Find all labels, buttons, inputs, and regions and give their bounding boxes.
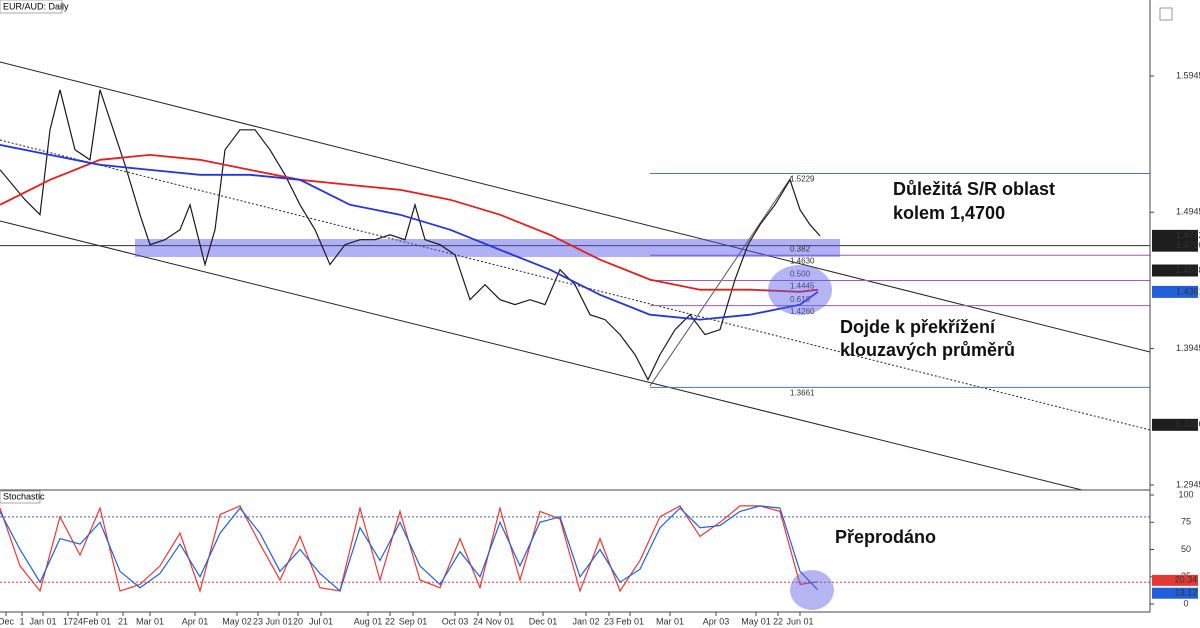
- x-tick-label: Jun 01: [786, 616, 813, 626]
- series-line: [0, 505, 818, 593]
- x-tick-label: 20: [293, 616, 303, 626]
- x-tick-label: 22: [385, 616, 395, 626]
- x-tick-label: Feb 01: [83, 616, 111, 626]
- stoch-tag: [1152, 574, 1198, 586]
- annotation: Přeprodáno: [835, 527, 936, 547]
- x-tick-label: Oct 03: [442, 616, 469, 626]
- y-tick-label: 1.5945: [1176, 70, 1200, 80]
- price-tag: [1152, 418, 1198, 431]
- fib-ratio: 0.618: [790, 295, 811, 304]
- x-tick-label: May 01: [741, 616, 771, 626]
- x-tick-label: Apr 01: [182, 616, 209, 626]
- stoch-tag: [1152, 587, 1198, 599]
- annotation: klouzavých průměrů: [840, 340, 1015, 360]
- stoch-tick-label: 0: [1183, 598, 1188, 608]
- annotation: kolem 1,4700: [893, 203, 1005, 223]
- x-tick-label: Aug 01: [354, 616, 383, 626]
- series-line: [0, 153, 819, 293]
- x-tick-label: 24: [73, 616, 83, 626]
- stoch-tag-label: 20.34: [1175, 575, 1198, 585]
- fib-trend-line: [649, 175, 793, 387]
- x-tick-label: 1: [19, 616, 24, 626]
- price-tag-label: 1.4700: [1176, 240, 1200, 250]
- oversold-highlight: [790, 570, 834, 610]
- x-tick-label: 21: [118, 616, 128, 626]
- x-tick-label: Sep 01: [399, 616, 428, 626]
- price-tag: [1152, 285, 1198, 298]
- x-tick-label: Jan 01: [29, 616, 56, 626]
- x-tick-label: May 02: [222, 616, 252, 626]
- price-tag-label: 1.4772: [1176, 230, 1200, 240]
- y-tick-label: 1.4945: [1176, 207, 1200, 217]
- x-tick-label: Jan 02: [572, 616, 599, 626]
- price-tag-label: 1.3386: [1176, 419, 1200, 429]
- y-tick-label: 1.2945: [1176, 479, 1200, 489]
- annotation: Dojde k překřížení: [840, 317, 996, 337]
- stoch-title: Stochastic: [3, 491, 45, 501]
- crossover-highlight: [768, 265, 832, 315]
- y-tick-label: 1.3945: [1176, 343, 1200, 353]
- title-box: [0, 0, 63, 14]
- x-tick-label: 22: [773, 616, 783, 626]
- x-tick-label: Dec: [0, 616, 14, 626]
- x-tick-label: 23: [604, 616, 614, 626]
- fib-ratio: 0.500: [790, 270, 811, 279]
- price-tag: [1152, 239, 1198, 252]
- fib-ratio: 0.382: [790, 244, 811, 253]
- stoch-tick-label: 100: [1178, 489, 1193, 499]
- series-line: [0, 144, 819, 321]
- x-tick-label: Mar 01: [656, 616, 684, 626]
- stoch-tick-label: 50: [1181, 544, 1191, 554]
- annotation: Důležitá S/R oblast: [893, 179, 1055, 199]
- fib-price: 1.3661: [790, 388, 815, 397]
- settings-icon[interactable]: [1159, 7, 1173, 21]
- x-tick-label: Apr 03: [703, 616, 730, 626]
- price-tag: [1152, 264, 1198, 277]
- sr-zone: [135, 239, 840, 257]
- channel-upper: [0, 61, 1151, 353]
- fib-price: 1.4445: [790, 282, 815, 291]
- fib-price: 1.4630: [790, 256, 815, 265]
- x-tick-label: Jun 01: [265, 616, 292, 626]
- x-tick-label: Feb 01: [616, 616, 644, 626]
- x-tick-label: Dec 01: [529, 616, 558, 626]
- fib-price: 1.4260: [790, 307, 815, 316]
- price-tag-label: 1.4518: [1176, 265, 1200, 275]
- x-tick-label: 24: [473, 616, 483, 626]
- x-tick-label: Mar 01: [136, 616, 164, 626]
- x-tick-label: 23: [253, 616, 263, 626]
- stoch-title-box: [0, 490, 41, 504]
- price-tag: [1152, 229, 1198, 242]
- x-tick-label: Nov 01: [486, 616, 515, 626]
- stoch-tick-label: 75: [1181, 517, 1191, 527]
- fib-price: 1.5229: [790, 175, 815, 184]
- x-tick-label: 17: [63, 616, 73, 626]
- channel-lower: [0, 220, 1083, 491]
- chart-title: EUR/AUD: Daily: [3, 1, 69, 11]
- x-tick-label: Jul 01: [309, 616, 333, 626]
- stoch-tag-label: 13.12: [1175, 588, 1198, 598]
